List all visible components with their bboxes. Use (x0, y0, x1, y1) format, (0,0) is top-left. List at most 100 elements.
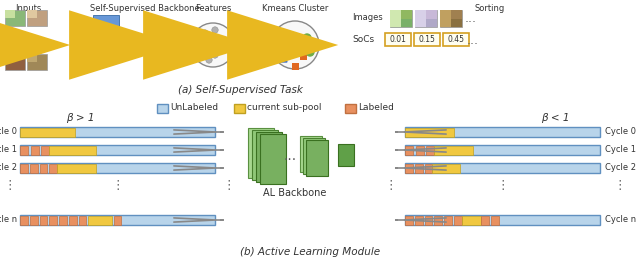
Text: ⋮: ⋮ (496, 179, 509, 192)
Text: ⋮: ⋮ (614, 179, 627, 192)
Text: Self-Supervised Backbone: Self-Supervised Backbone (90, 4, 200, 13)
Bar (252, 130, 278, 180)
Bar (426, 146, 435, 155)
Bar (306, 140, 328, 176)
Bar (415, 215, 422, 225)
Bar (405, 215, 413, 225)
Bar (20, 215, 28, 225)
Circle shape (271, 21, 319, 69)
Bar (454, 215, 461, 225)
Bar (57, 163, 96, 172)
Circle shape (212, 27, 218, 33)
Bar (49, 163, 57, 172)
Bar (405, 145, 600, 155)
Bar (291, 62, 298, 69)
Bar (27, 54, 37, 62)
Bar (27, 10, 47, 26)
Bar (481, 215, 489, 225)
Text: (b) Active Learning Module: (b) Active Learning Module (240, 247, 380, 257)
Text: ...: ... (22, 32, 34, 45)
Bar (415, 163, 422, 172)
Circle shape (303, 34, 311, 42)
Bar (20, 145, 215, 155)
Bar (405, 146, 413, 155)
Text: ...: ... (284, 149, 296, 163)
Bar (59, 215, 67, 225)
Text: AL Backbone: AL Backbone (263, 188, 326, 198)
Text: current sub-pool: current sub-pool (247, 104, 321, 112)
Bar (20, 146, 28, 155)
Bar (5, 10, 15, 18)
Text: Features: Features (195, 4, 231, 13)
Bar (140, 35, 158, 53)
Bar (88, 215, 111, 225)
Text: Inputs: Inputs (15, 4, 41, 13)
Bar (390, 10, 401, 27)
Circle shape (206, 57, 212, 63)
Bar (31, 146, 38, 155)
Polygon shape (287, 43, 295, 52)
Bar (424, 163, 432, 172)
Bar (440, 10, 451, 27)
Bar (5, 10, 25, 26)
Bar (338, 144, 354, 166)
Bar (300, 53, 307, 60)
Bar (5, 54, 25, 70)
Bar (42, 146, 49, 155)
Bar (20, 163, 28, 172)
Bar (416, 146, 424, 155)
Bar (303, 138, 325, 174)
Bar (234, 104, 245, 113)
Text: β > 1: β > 1 (66, 113, 94, 123)
Bar (401, 10, 412, 19)
Bar (451, 10, 462, 19)
Bar (415, 10, 437, 27)
Bar (461, 215, 481, 225)
Text: Cycle 1: Cycle 1 (605, 146, 636, 155)
Text: 0.45: 0.45 (447, 35, 465, 45)
Text: ⋮: ⋮ (111, 179, 124, 192)
Text: ...: ... (124, 38, 136, 52)
Bar (29, 215, 38, 225)
Bar (29, 163, 38, 172)
Bar (444, 215, 452, 225)
Bar (405, 215, 600, 225)
Text: ⋮: ⋮ (223, 179, 236, 192)
Circle shape (306, 48, 314, 56)
Text: 0.01: 0.01 (390, 35, 406, 45)
Text: ⋮: ⋮ (4, 179, 16, 192)
Bar (40, 215, 47, 225)
Bar (256, 132, 282, 182)
Circle shape (191, 23, 235, 67)
Bar (443, 33, 469, 46)
Text: 0.15: 0.15 (419, 35, 435, 45)
Text: Cycle 0: Cycle 0 (605, 127, 636, 136)
Circle shape (212, 52, 218, 58)
Text: Cycle n: Cycle n (605, 215, 636, 225)
Bar (114, 215, 122, 225)
Bar (49, 146, 96, 155)
Bar (405, 127, 600, 137)
Bar (405, 163, 413, 172)
Text: Cycle 1: Cycle 1 (0, 146, 17, 155)
Text: UnLabeled: UnLabeled (170, 104, 218, 112)
Bar (414, 33, 440, 46)
Bar (157, 104, 168, 113)
Text: ...: ... (467, 33, 479, 47)
Bar (248, 128, 274, 178)
Bar (415, 10, 426, 27)
Bar (49, 215, 57, 225)
Bar (300, 136, 322, 172)
Bar (20, 127, 215, 137)
Bar (440, 10, 462, 27)
Bar (491, 215, 499, 225)
Bar (20, 127, 75, 136)
Bar (405, 163, 600, 173)
Bar (426, 10, 437, 19)
Bar (20, 163, 215, 173)
Bar (5, 54, 15, 62)
Bar (435, 146, 473, 155)
Bar (40, 163, 47, 172)
Polygon shape (279, 53, 287, 62)
Circle shape (202, 30, 208, 36)
